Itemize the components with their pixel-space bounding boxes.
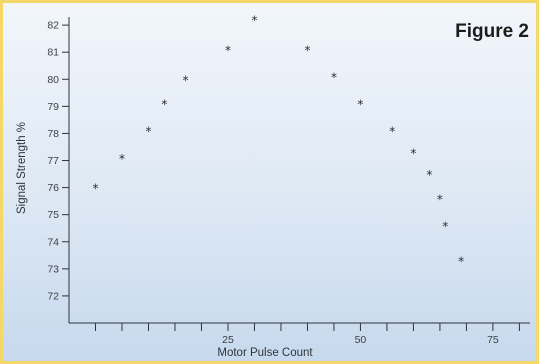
data-point: * — [251, 14, 257, 28]
data-point: * — [458, 255, 464, 269]
y-tick-label: 81 — [47, 47, 59, 59]
y-axis-title: Signal Strength % — [16, 122, 28, 214]
x-tick-label: 25 — [222, 334, 234, 346]
data-point: * — [225, 43, 231, 57]
data-point: * — [145, 125, 151, 139]
x-tick-label: 75 — [487, 334, 499, 346]
data-point: * — [389, 125, 395, 139]
data-point: * — [183, 73, 189, 87]
y-tick-label: 72 — [47, 290, 59, 302]
y-tick-label: 77 — [47, 155, 59, 167]
data-point: * — [357, 98, 363, 112]
y-tick-label: 73 — [47, 263, 59, 275]
y-tick-label: 82 — [47, 20, 59, 32]
data-point: * — [161, 98, 167, 112]
data-point: * — [442, 220, 448, 234]
y-tick-label: 76 — [47, 182, 59, 194]
data-point: * — [331, 71, 337, 85]
data-point: * — [119, 152, 125, 166]
x-tick-label: 50 — [355, 334, 367, 346]
data-point: * — [410, 146, 416, 160]
x-axis-title: Motor Pulse Count — [217, 347, 313, 359]
y-tick-label: 75 — [47, 209, 59, 221]
data-point: * — [92, 182, 98, 196]
data-point: * — [426, 168, 432, 182]
data-point: * — [304, 43, 310, 57]
data-points: * * * * * * * * * * * * * * * * — [92, 14, 464, 269]
y-tick-label: 80 — [47, 74, 59, 86]
axes: 72 73 74 75 76 77 78 79 80 81 82 25 50 75 — [47, 17, 530, 346]
y-tick-label: 78 — [47, 128, 59, 140]
y-tick-label: 79 — [47, 101, 59, 113]
data-point: * — [437, 192, 443, 206]
y-tick-label: 74 — [47, 236, 59, 248]
figure-label: Figure 2 — [455, 21, 529, 42]
scatter-chart: Figure 2 Signal Strength % Motor Pulse C… — [16, 14, 530, 359]
chart-panel: Figure 2 Signal Strength % Motor Pulse C… — [3, 3, 536, 361]
